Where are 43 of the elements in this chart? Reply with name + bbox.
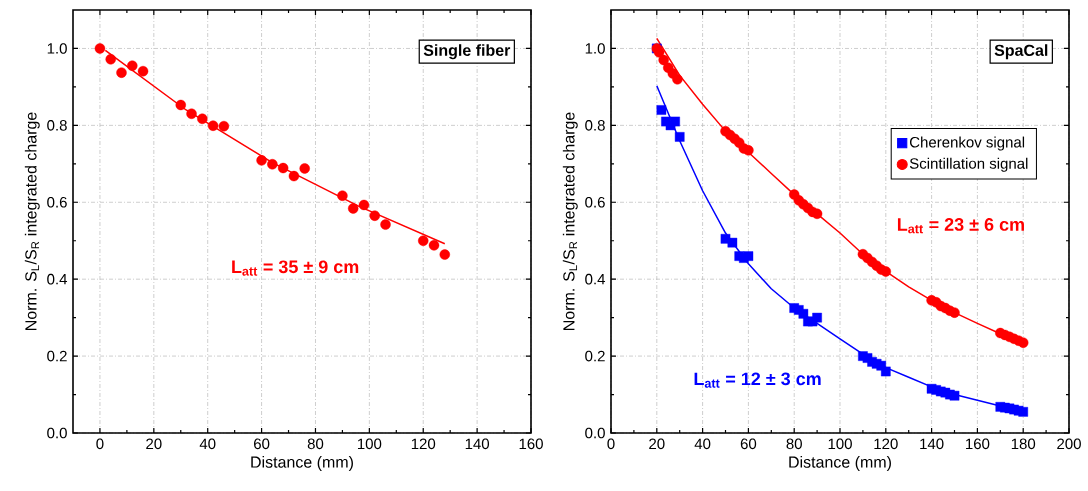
y-tick-label: 0.4 xyxy=(47,273,68,285)
y-tick-label: 0.2 xyxy=(47,350,67,362)
x-tick-label: 40 xyxy=(199,438,216,450)
x-tick-label: 120 xyxy=(411,438,436,450)
annotation: L$_{att}$ = 12 ± 3 cm xyxy=(694,372,821,388)
x-tick-label: 100 xyxy=(357,438,382,450)
y-tick-label: 1.0 xyxy=(47,43,67,54)
y-axis-title: Norm. S$_{L}$/S$_{R}$ integrated charge xyxy=(24,112,40,330)
y-tick-label: 0.4 xyxy=(585,273,606,285)
x-axis-title: Distance (mm) xyxy=(251,456,353,471)
y-axis-title: Norm. S$_{L}$/S$_{R}$ integrated charge xyxy=(562,112,578,330)
legend-label: Scintillation signal xyxy=(909,157,1028,172)
x-tick-label: 160 xyxy=(519,438,543,450)
annotation: L$_{att}$ = 23 ± 6 cm xyxy=(897,218,1024,234)
x-tick-label: 80 xyxy=(307,438,324,450)
y-tick-label: 0.6 xyxy=(47,196,67,208)
text: Single fiber xyxy=(423,44,511,60)
x-tick-label: 120 xyxy=(874,438,898,450)
x-tick-label: 60 xyxy=(740,438,757,450)
x-tick-label: 140 xyxy=(920,438,944,450)
x-tick-label: 80 xyxy=(786,438,802,450)
x-tick-label: 0 xyxy=(96,438,104,450)
x-tick-label: 180 xyxy=(1011,438,1036,450)
y-tick-label: 0.6 xyxy=(585,196,605,208)
x-tick-label: 200 xyxy=(1057,438,1081,450)
y-tick-label: 0.8 xyxy=(585,120,605,131)
x-tick-label: 60 xyxy=(254,438,270,450)
x-tick-label: 0 xyxy=(607,438,615,450)
text: SpaCal xyxy=(994,44,1048,60)
x-tick-label: 20 xyxy=(649,438,665,450)
annotation: L$_{att}$ = 35 ± 9 cm xyxy=(232,260,359,276)
y-tick-label: 1.0 xyxy=(585,43,605,54)
legend-label: Cherenkov signal xyxy=(909,136,1025,151)
x-tick-label: 160 xyxy=(966,438,990,450)
y-tick-label: 0.8 xyxy=(47,120,67,131)
y-tick-label: 0.0 xyxy=(47,427,67,439)
x-tick-label: 40 xyxy=(694,438,711,450)
x-axis-title: Distance (mm) xyxy=(789,456,891,471)
x-tick-label: 140 xyxy=(465,438,490,450)
x-tick-label: 100 xyxy=(828,438,852,450)
y-tick-label: 0.0 xyxy=(585,427,605,439)
y-tick-label: 0.2 xyxy=(585,350,605,362)
x-tick-label: 20 xyxy=(146,438,162,450)
